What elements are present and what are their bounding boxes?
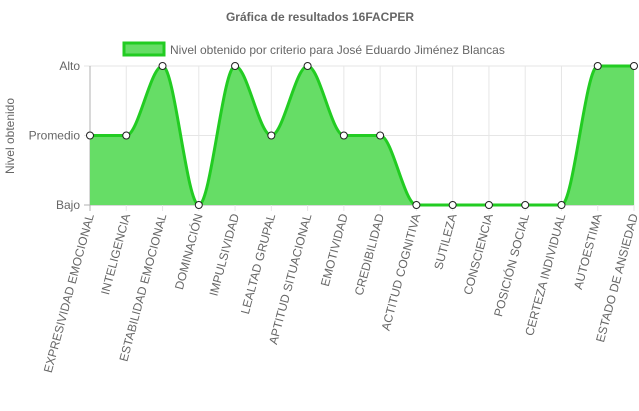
data-point[interactable] bbox=[557, 201, 566, 209]
x-tick-label: DOMINACIÓN bbox=[171, 212, 206, 291]
axis-ticks: Bajo Promedio Alto EXPRESIVIDAD EMOCIONAL IN… bbox=[29, 59, 639, 374]
x-tick-label: CONSCIENCIA bbox=[461, 212, 496, 296]
x-tick-label: CERTEZA INDIVIDUAL bbox=[522, 212, 568, 337]
chart-title: Gráfica de resultados 16FACPER bbox=[226, 10, 414, 24]
legend[interactable]: Nivel obtenido por criterio para José Ed… bbox=[122, 41, 505, 57]
legend-swatch bbox=[122, 41, 166, 57]
data-point[interactable] bbox=[158, 62, 167, 70]
data-point[interactable] bbox=[339, 131, 348, 140]
data-point[interactable] bbox=[376, 131, 385, 140]
x-tick-label: POSICIÓN SOCIAL bbox=[490, 212, 532, 319]
x-tick-label: SUTILEZA bbox=[431, 212, 459, 271]
data-point[interactable] bbox=[484, 201, 493, 209]
x-tick-label: IMPULSIVIDAD bbox=[207, 212, 243, 298]
x-tick-label: CREDIBILIDAD bbox=[352, 212, 387, 297]
x-tick-label: EMOTIVIDAD bbox=[318, 212, 351, 288]
data-point[interactable] bbox=[412, 201, 421, 209]
x-tick-label: EXPRESIVIDAD EMOCIONAL bbox=[41, 212, 97, 374]
legend-label: Nivel obtenido por criterio para José Ed… bbox=[170, 43, 505, 57]
data-point[interactable] bbox=[593, 62, 602, 70]
data-point[interactable] bbox=[231, 62, 240, 70]
data-point[interactable] bbox=[521, 201, 530, 209]
data-point[interactable] bbox=[86, 131, 94, 140]
y-tick-label: Bajo bbox=[56, 198, 80, 212]
y-tick-label: Promedio bbox=[29, 129, 81, 143]
x-tick-label: LEALTAD GRUPAL bbox=[238, 212, 278, 316]
data-point[interactable] bbox=[194, 201, 203, 209]
data-point[interactable] bbox=[267, 131, 276, 140]
x-tick-label: ACTITUD COGNITIVA bbox=[379, 212, 424, 332]
y-tick-label: Alto bbox=[59, 59, 80, 73]
series-points bbox=[86, 62, 638, 209]
data-point[interactable] bbox=[448, 201, 457, 209]
y-axis-label: Nivel obtenido bbox=[3, 98, 17, 174]
x-tick-label: INTELIGENCIA bbox=[98, 212, 133, 296]
x-tick-label: AUTOESTIMA bbox=[571, 212, 605, 291]
data-point[interactable] bbox=[303, 62, 312, 70]
data-point[interactable] bbox=[122, 131, 131, 140]
data-point[interactable] bbox=[630, 62, 638, 70]
